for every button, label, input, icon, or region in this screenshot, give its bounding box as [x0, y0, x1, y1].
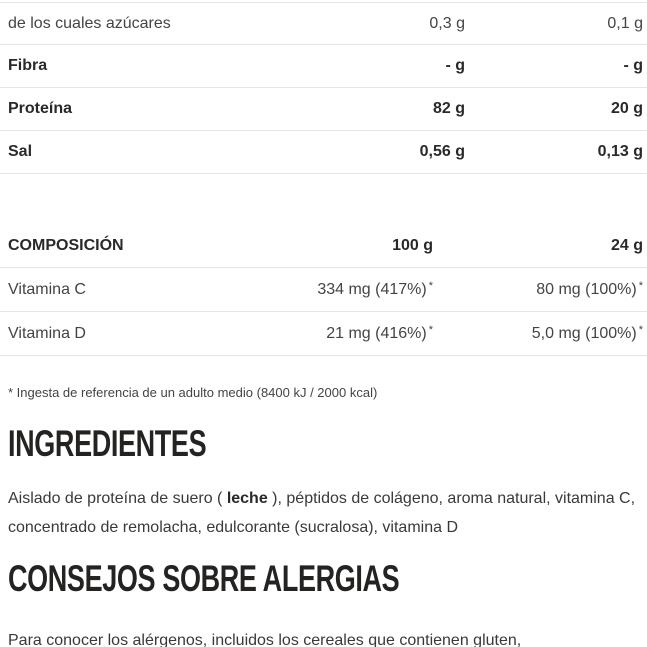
row-label: Proteína	[8, 100, 73, 117]
value-per-24g: 0,13 g	[597, 143, 643, 160]
value-per-100g: 82 g	[432, 100, 465, 117]
row-label: Sal	[8, 143, 33, 160]
value-per-100g: 334 mg (417%) *	[317, 279, 433, 298]
reference-asterisk: *	[638, 279, 643, 292]
table-row-vitamina-c: Vitamina C 334 mg (417%) * 80 mg (100%) *	[0, 268, 647, 312]
nutrition-table: de los cuales azúcares 0,3 g 0,1 g Fibra…	[0, 2, 647, 174]
row-label: Vitamina C	[8, 280, 86, 298]
composition-table: COMPOSICIÓN 100 g 24 g Vitamina C 334 mg…	[0, 225, 647, 356]
value-per-24g: 5,0 mg (100%) *	[531, 323, 643, 342]
reference-asterisk: *	[428, 279, 433, 292]
ingredients-text-after: ), péptidos de colágeno, aroma natural, …	[8, 490, 636, 536]
column-header-100g: 100 g	[392, 237, 433, 254]
reference-asterisk: *	[638, 323, 643, 336]
composition-header-row: COMPOSICIÓN 100 g 24 g	[0, 225, 647, 268]
table-row-vitamina-d: Vitamina D 21 mg (416%) * 5,0 mg (100%) *	[0, 312, 647, 356]
table-row-fibra: Fibra - g - g	[0, 45, 647, 88]
table-row-sal: Sal 0,56 g 0,13 g	[0, 131, 647, 174]
table-row-azucares: de los cuales azúcares 0,3 g 0,1 g	[0, 2, 647, 45]
value-per-24g: 0,1 g	[607, 14, 643, 32]
row-label: de los cuales azúcares	[8, 14, 171, 32]
row-label: Vitamina D	[8, 324, 86, 342]
ingredients-title: INGREDIENTES	[8, 423, 207, 464]
value-per-100g: 0,56 g	[419, 143, 465, 160]
value-per-24g: - g	[623, 57, 643, 74]
ingredients-text-before: Aislado de proteína de suero (	[8, 490, 227, 507]
column-header-24g: 24 g	[610, 237, 643, 254]
value-per-100g: - g	[445, 57, 465, 74]
value-per-24g: 20 g	[610, 100, 643, 117]
ingredients-text: Aislado de proteína de suero ( leche ), …	[8, 484, 643, 542]
allergy-advice-title: CONSEJOS SOBRE ALERGIAS	[8, 558, 400, 599]
allergy-advice-text: Para conocer los alérgenos, incluidos lo…	[8, 632, 522, 647]
value-per-100g: 0,3 g	[429, 14, 465, 32]
reference-intake-footnote: * Ingesta de referencia de un adulto med…	[8, 385, 378, 400]
row-label: Fibra	[8, 57, 48, 74]
allergen-highlight: leche	[226, 490, 268, 507]
value-per-100g: 21 mg (416%) *	[326, 323, 433, 342]
value-per-24g: 80 mg (100%) *	[536, 279, 643, 298]
reference-asterisk: *	[428, 323, 433, 336]
composition-title: COMPOSICIÓN	[8, 237, 124, 254]
table-row-proteina: Proteína 82 g 20 g	[0, 88, 647, 131]
